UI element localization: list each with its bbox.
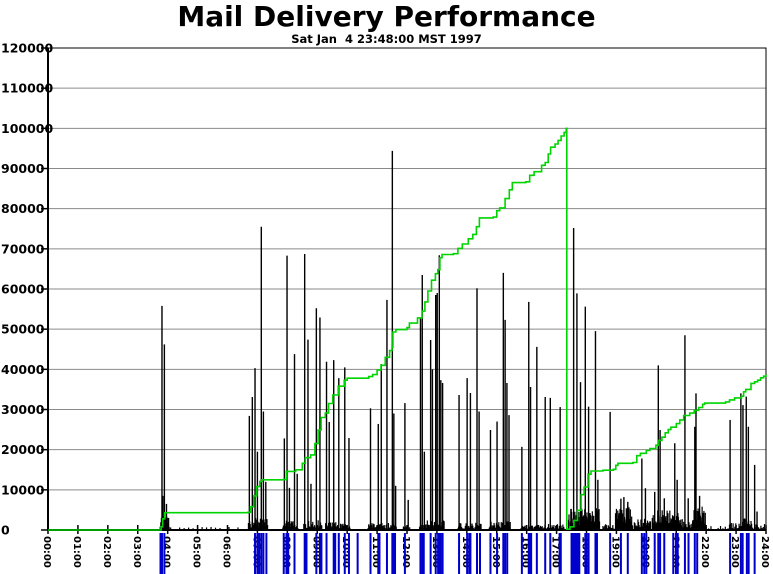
x-axis-label: 11:00 (370, 536, 381, 568)
y-axis-label: 10000 (1, 482, 45, 497)
y-axis-label: 40000 (1, 362, 45, 377)
x-axis-label: 03:00 (131, 536, 142, 568)
y-axis-label: 90000 (1, 161, 45, 176)
x-axis-label: 19:00 (609, 536, 620, 568)
y-axis-label: 20000 (1, 442, 45, 457)
y-axis-label: 110000 (1, 81, 53, 96)
x-axis-label: 16:00 (520, 536, 531, 568)
cumulative-line (48, 127, 767, 531)
chart-subtitle: Sat Jan 4 23:48:00 MST 1997 (291, 32, 482, 46)
x-axis-label: 05:00 (191, 536, 202, 568)
x-axis-label: 17:00 (550, 536, 561, 568)
y-axis-label: 100000 (1, 121, 53, 136)
x-axis-label: 22:00 (699, 536, 710, 568)
x-axis-label: 21:00 (669, 536, 680, 568)
x-axis-label: 04:00 (161, 536, 172, 568)
x-axis-label: 01:00 (71, 536, 82, 568)
x-axis-label: 06:00 (221, 536, 232, 568)
x-axis-label: 14:00 (460, 536, 471, 568)
chart-title: Mail Delivery Performance (177, 0, 596, 33)
y-axis-label: 120000 (1, 41, 53, 56)
y-axis-label: 30000 (1, 402, 45, 417)
x-axis-label: 23:00 (729, 536, 740, 568)
y-axis-label: 70000 (1, 241, 45, 256)
x-axis-label: 15:00 (490, 536, 501, 568)
y-axis-label: 60000 (1, 282, 45, 297)
x-axis-label: 02:00 (101, 536, 112, 568)
x-axis-label: 00:00 (41, 536, 52, 568)
y-axis-label: 80000 (1, 201, 45, 216)
y-axis-label: 0 (1, 523, 10, 538)
y-axis-label: 50000 (1, 322, 45, 337)
x-axis-label: 24:00 (759, 536, 770, 568)
